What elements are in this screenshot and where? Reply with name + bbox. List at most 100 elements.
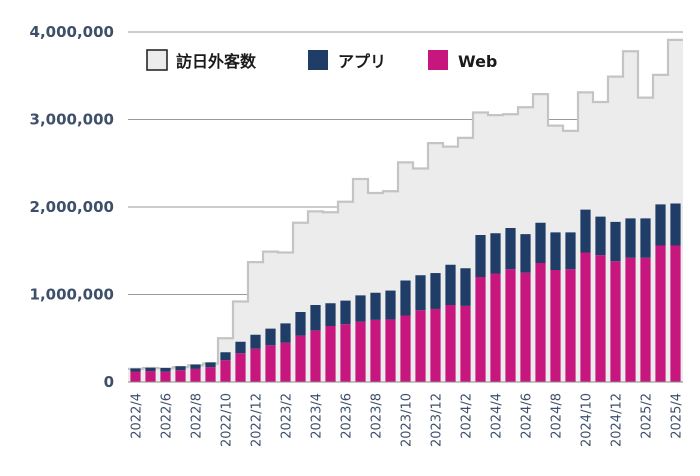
- bar-app: [445, 264, 456, 305]
- bar-app: [175, 366, 186, 371]
- legend: 訪日外客数 アプリ Web: [146, 49, 497, 71]
- bar-app: [205, 362, 216, 368]
- x-tick-label: 2022/12: [250, 393, 265, 447]
- legend-swatch-visitors: [146, 49, 168, 71]
- y-tick-label: 2,000,000: [30, 198, 114, 216]
- bar-web: [565, 269, 576, 383]
- x-tick-label: 2022/6: [160, 393, 175, 439]
- bar-app: [655, 204, 666, 246]
- bar-app: [160, 368, 171, 372]
- visitors-line: [128, 38, 683, 370]
- bar-web: [295, 335, 306, 383]
- bar-app: [460, 268, 471, 306]
- bar-web: [355, 321, 366, 383]
- bar-web: [385, 319, 396, 382]
- bar-web: [400, 315, 411, 382]
- bar-app: [340, 300, 351, 325]
- x-axis-ticks: 2022/4 2022/6 2022/8 2022/10 2022/12 2023/2 20…: [130, 393, 685, 447]
- y-tick-label: 0: [104, 373, 114, 391]
- bar-web: [340, 324, 351, 382]
- x-tick-label: 2024/8: [550, 393, 565, 439]
- bar-app: [520, 234, 531, 273]
- bar-app: [235, 341, 246, 354]
- bar-app: [610, 221, 621, 262]
- bar-app: [475, 235, 486, 277]
- x-tick-label: 2022/8: [190, 393, 205, 439]
- x-tick-label: 2024/2: [460, 393, 475, 439]
- bar-web: [280, 342, 291, 383]
- x-tick-label: 2023/12: [430, 393, 445, 447]
- bar-web: [160, 371, 171, 382]
- bars-layer: [128, 203, 683, 383]
- legend-swatch-app: [308, 50, 328, 70]
- bar-web: [190, 368, 201, 383]
- bar-app: [310, 305, 321, 331]
- legend-label-app: アプリ: [338, 52, 386, 71]
- bar-app: [430, 273, 441, 309]
- legend-label-visitors: 訪日外客数: [176, 52, 257, 71]
- x-tick-label: 2025/4: [670, 393, 685, 439]
- bar-web: [550, 270, 561, 382]
- bar-app: [220, 352, 231, 361]
- bar-web: [490, 273, 501, 382]
- y-tick-label: 4,000,000: [30, 23, 114, 41]
- y-axis-ticks: 4,000,000 3,000,000 2,000,000 1,000,000 0: [30, 23, 114, 391]
- x-tick-label: 2023/10: [400, 393, 415, 447]
- bar-app: [280, 323, 291, 343]
- bar-app: [625, 218, 636, 258]
- bar-web: [415, 310, 426, 382]
- bar-web: [460, 305, 471, 383]
- x-tick-label: 2023/2: [280, 393, 295, 439]
- bar-app: [325, 303, 336, 326]
- bar-app: [190, 364, 201, 369]
- bar-app: [505, 228, 516, 270]
- bar-app: [130, 368, 141, 372]
- bar-web: [205, 367, 216, 383]
- legend-label-web: Web: [458, 52, 497, 71]
- bar-app: [640, 218, 651, 258]
- bar-web: [175, 370, 186, 382]
- bar-web: [370, 319, 381, 383]
- x-tick-label: 2024/12: [610, 393, 625, 447]
- bar-web: [130, 371, 141, 382]
- bar-web: [595, 255, 606, 383]
- bar-web: [265, 345, 276, 382]
- bar-app: [355, 295, 366, 322]
- bar-web: [580, 252, 591, 382]
- x-tick-label: 2022/4: [130, 393, 145, 439]
- legend-swatch-web: [428, 50, 448, 70]
- bar-app: [595, 216, 606, 256]
- bar-web: [670, 245, 681, 382]
- bar-web: [475, 277, 486, 382]
- x-tick-label: 2023/8: [370, 393, 385, 439]
- bar-web: [655, 245, 666, 382]
- bar-app: [415, 275, 426, 311]
- bar-web: [325, 326, 336, 382]
- bar-web: [610, 261, 621, 382]
- bar-app: [295, 312, 306, 336]
- bar-app: [490, 233, 501, 274]
- bar-app: [250, 334, 261, 349]
- bar-web: [250, 348, 261, 382]
- bar-app: [535, 222, 546, 263]
- bar-web: [505, 269, 516, 383]
- x-tick-label: 2023/4: [310, 393, 325, 439]
- bar-web: [310, 330, 321, 383]
- bar-app: [145, 367, 156, 372]
- bar-app: [550, 232, 561, 271]
- bar-web: [535, 263, 546, 382]
- bar-app: [385, 290, 396, 320]
- y-tick-label: 3,000,000: [30, 111, 114, 129]
- x-tick-label: 2024/10: [580, 393, 595, 447]
- bar-web: [430, 308, 441, 382]
- bar-web: [220, 360, 231, 383]
- bar-web: [625, 257, 636, 382]
- bar-web: [640, 257, 651, 382]
- bar-app: [265, 328, 276, 346]
- y-tick-label: 1,000,000: [30, 286, 114, 304]
- bar-web: [520, 272, 531, 383]
- bar-app: [370, 292, 381, 320]
- bar-web: [235, 353, 246, 383]
- bar-web: [445, 305, 456, 382]
